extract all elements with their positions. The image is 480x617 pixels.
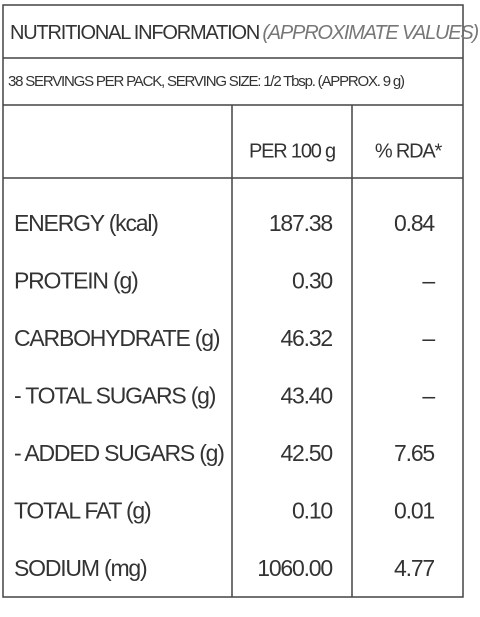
nutrient-name: - TOTAL SUGARS (g) <box>14 383 216 409</box>
per-100g-value: 0.10 <box>292 498 332 524</box>
rda-value: 0.84 <box>394 210 435 236</box>
per-100g-value: 43.40 <box>280 383 332 409</box>
per-100g-value: 46.32 <box>280 325 332 351</box>
title: NUTRITIONAL INFORMATION (APPROXIMATE VAL… <box>10 22 479 44</box>
rda-value: 7.65 <box>394 440 434 466</box>
per-100g-value: 0.30 <box>292 268 332 294</box>
column-header: % RDA* <box>375 140 443 162</box>
per-100g-value: 1060.00 <box>257 555 332 581</box>
nutrient-name: PROTEIN (g) <box>14 268 138 294</box>
column-header: PER 100 g <box>249 140 335 162</box>
per-100g-value: 187.38 <box>269 210 333 236</box>
nutrient-name: - ADDED SUGARS (g) <box>14 440 224 466</box>
nutrient-name: CARBOHYDRATE (g) <box>14 325 220 351</box>
nutrient-name: SODIUM (mg) <box>14 555 147 581</box>
title-note: (APPROXIMATE VALUES) <box>262 22 478 44</box>
nutrient-name: ENERGY (kcal) <box>14 210 158 236</box>
label-border <box>2 4 464 598</box>
nutrient-name: TOTAL FAT (g) <box>14 498 151 524</box>
rda-value: – <box>422 325 435 351</box>
rda-value: 0.01 <box>394 498 434 524</box>
per-100g-value: 42.50 <box>280 440 332 466</box>
rda-value: – <box>422 383 435 409</box>
title-main: NUTRITIONAL INFORMATION <box>10 22 259 44</box>
serving-info: 38 SERVINGS PER PACK, SERVING SIZE: 1/2 … <box>8 73 405 90</box>
rda-value: – <box>422 268 435 294</box>
rda-value: 4.77 <box>394 555 434 581</box>
